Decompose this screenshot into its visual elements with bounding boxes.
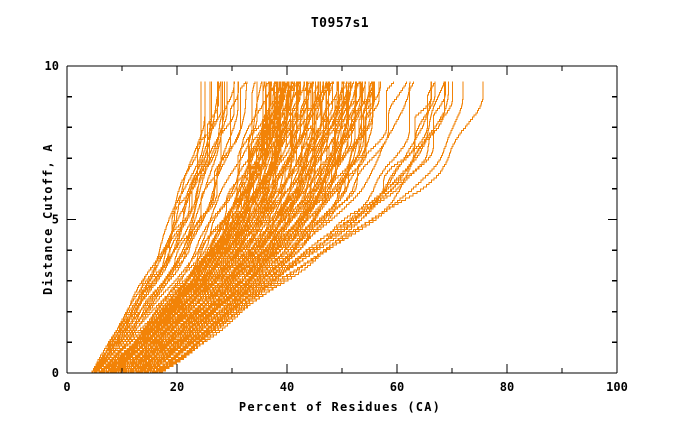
- data-curve: [95, 81, 239, 374]
- x-tick-label: 0: [63, 380, 70, 394]
- data-curve: [139, 81, 347, 374]
- data-curve: [121, 81, 313, 374]
- data-curve: [110, 81, 289, 374]
- axes-frame: [66, 65, 618, 374]
- data-curve: [117, 81, 301, 374]
- x-tick-label: 100: [606, 380, 628, 394]
- data-curve: [113, 81, 301, 374]
- data-curves: [90, 81, 484, 374]
- data-curve: [145, 81, 362, 374]
- x-axis-title: Percent of Residues (CA): [238, 400, 442, 414]
- data-curve: [97, 81, 258, 374]
- data-curve: [128, 81, 327, 374]
- y-axis-title: Distance Cutoff, A: [41, 143, 55, 295]
- data-curve: [105, 81, 286, 374]
- axis-tick-labels: 0 20 40 60 80 100 0 5 10: [45, 59, 628, 394]
- data-curve: [99, 81, 270, 374]
- data-curve: [93, 81, 219, 374]
- data-curve: [112, 81, 300, 374]
- x-tick-label: 60: [390, 380, 404, 394]
- data-curve: [137, 81, 345, 374]
- data-curve: [122, 81, 319, 374]
- data-curve: [152, 81, 373, 374]
- data-curve: [100, 81, 267, 374]
- data-curve: [112, 81, 295, 374]
- y-tick-label: 0: [52, 366, 59, 380]
- data-curve: [93, 81, 211, 374]
- x-tick-label: 40: [280, 380, 294, 394]
- data-curve: [158, 81, 484, 374]
- x-tick-label: 20: [170, 380, 184, 394]
- data-curve: [156, 81, 411, 374]
- y-tick-label: 10: [45, 59, 59, 73]
- y-tick-label: 5: [52, 213, 59, 227]
- chart-title: T0957s1: [310, 16, 370, 31]
- data-curve: [103, 81, 275, 374]
- data-curve: [99, 81, 272, 374]
- data-curve: [158, 81, 432, 374]
- x-tick-label: 80: [500, 380, 514, 394]
- data-curve: [90, 81, 202, 374]
- data-curve: [129, 81, 330, 374]
- data-curve: [93, 81, 228, 374]
- data-curve: [158, 81, 445, 374]
- data-curve: [94, 81, 224, 374]
